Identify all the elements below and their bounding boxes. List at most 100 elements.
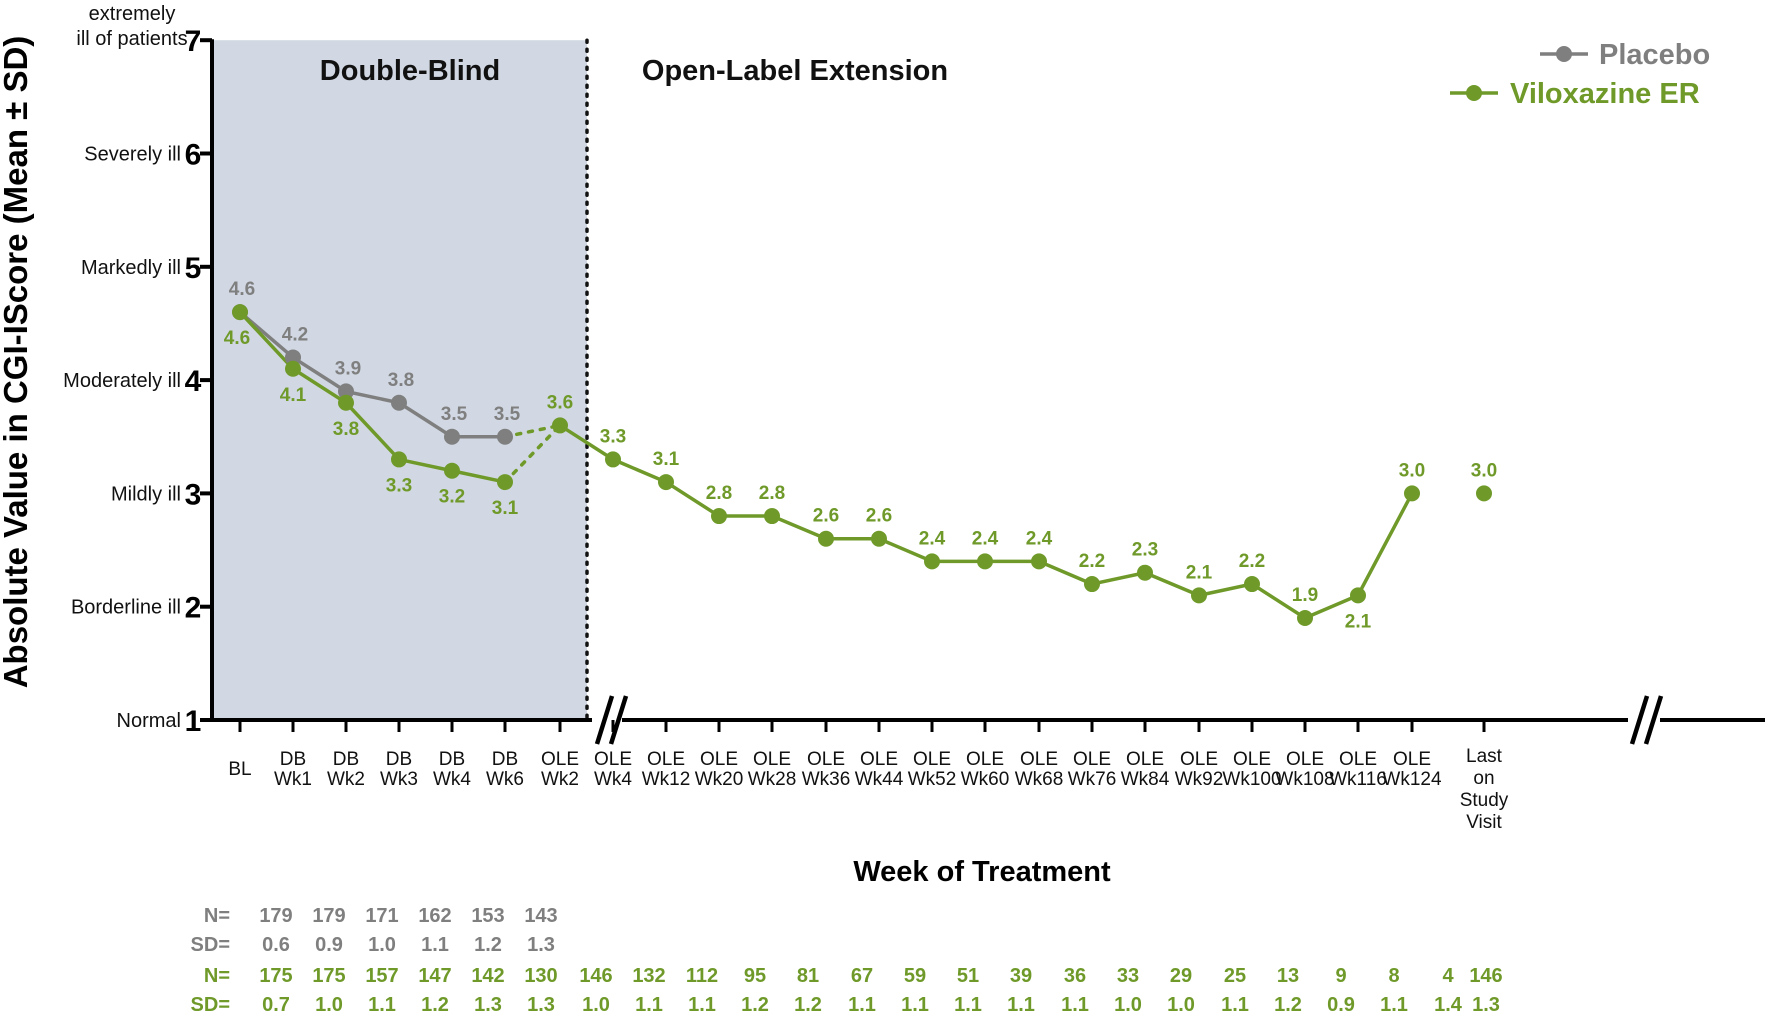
viloxazine-n-cell: 95 [744, 965, 766, 987]
viloxazine-n-cell: 33 [1117, 965, 1139, 987]
severity-label: Moderately ill [63, 370, 181, 392]
viloxazine-data-label: 3.2 [439, 487, 465, 508]
viloxazine-point [1084, 576, 1100, 593]
viloxazine-n-cell: 25 [1224, 965, 1246, 987]
viloxazine-data-label: 2.1 [1345, 611, 1372, 632]
y-tick-label: 2 [185, 592, 202, 625]
x-tick-label: Wk28 [748, 769, 797, 790]
legend-placebo-label: Placebo [1599, 39, 1710, 71]
legend-viloxazine-label: Viloxazine ER [1510, 78, 1700, 110]
viloxazine-data-label: 2.4 [972, 528, 999, 549]
placebo-sd-cell: 1.3 [527, 934, 555, 956]
placebo-n-cell: 143 [524, 905, 557, 927]
viloxazine-point [1244, 576, 1260, 593]
viloxazine-data-label: 3.8 [333, 419, 359, 440]
x-tick-label: Wk92 [1175, 769, 1224, 790]
x-tick-label: Wk52 [908, 769, 957, 790]
x-tick-label: OLE [1020, 749, 1058, 770]
viloxazine-data-label: 2.4 [919, 528, 946, 549]
x-tick-label: OLE [1180, 749, 1218, 770]
x-tick-label: Wk124 [1382, 769, 1442, 790]
viloxazine-n-cell: 29 [1170, 965, 1192, 987]
x-tick-label: Wk36 [802, 769, 851, 790]
viloxazine-data-label: 2.2 [1079, 551, 1105, 572]
x-tick-label: OLE [753, 749, 791, 770]
x-tick-label: Wk68 [1015, 769, 1064, 790]
placebo-data-label: 3.8 [388, 370, 414, 391]
placebo-data-label: 4.6 [229, 279, 255, 300]
placebo-sd-row-label: SD= [191, 934, 230, 956]
viloxazine-n-cell: 175 [312, 965, 345, 987]
viloxazine-data-label: 2.6 [866, 506, 892, 527]
severity-label: Normal [117, 710, 181, 732]
x-tick-label: DB [439, 749, 465, 770]
placebo-data-label: 3.9 [335, 358, 361, 379]
y-tick-label: 6 [185, 139, 202, 172]
viloxazine-sd-cell: 1.1 [635, 994, 663, 1016]
viloxazine-data-label: 2.6 [813, 506, 839, 527]
x-tick-label: Wk4 [594, 769, 632, 790]
viloxazine-sd-cell: 1.4 [1434, 994, 1463, 1016]
x-tick-label: OLE [541, 749, 579, 770]
x-tick-label: Wk116 [1329, 769, 1387, 790]
viloxazine-data-label: 2.3 [1132, 540, 1158, 561]
viloxazine-sd-cell: 1.1 [1061, 994, 1089, 1016]
viloxazine-sd-cell: 1.1 [901, 994, 929, 1016]
viloxazine-sd-cell: 0.9 [1327, 994, 1355, 1016]
viloxazine-data-label: 3.1 [653, 449, 680, 470]
viloxazine-sd-cell: 1.2 [794, 994, 822, 1016]
x-tick-label: on [1473, 768, 1494, 789]
placebo-point [338, 383, 354, 400]
x-tick-label: DB [333, 749, 359, 770]
viloxazine-n-cell: 4 [1442, 965, 1454, 987]
viloxazine-sd-cell: 1.3 [1472, 994, 1500, 1016]
placebo-point [391, 394, 407, 411]
x-tick-label: Wk12 [642, 769, 691, 790]
viloxazine-point [285, 360, 301, 377]
placebo-data-label: 3.5 [494, 404, 521, 425]
x-tick-label: OLE [860, 749, 898, 770]
viloxazine-sd-cell: 1.0 [315, 994, 343, 1016]
viloxazine-sd-cell: 1.1 [954, 994, 982, 1016]
viloxazine-data-label: 2.1 [1186, 562, 1213, 583]
x-tick-label: OLE [1339, 749, 1377, 770]
x-tick-label: OLE [1393, 749, 1431, 770]
x-tick-label: OLE [647, 749, 685, 770]
severity-label: extremely [89, 3, 176, 25]
severity-label: Severely ill [84, 144, 181, 166]
axis-break-mark [594, 695, 615, 745]
viloxazine-sd-cell: 1.1 [368, 994, 396, 1016]
viloxazine-point [497, 474, 513, 491]
viloxazine-point [658, 474, 674, 491]
viloxazine-point [605, 451, 621, 468]
viloxazine-data-label: 3.0 [1399, 460, 1425, 481]
placebo-n-cell: 162 [418, 905, 451, 927]
viloxazine-n-cell: 142 [471, 965, 504, 987]
y-tick-label: 4 [185, 365, 202, 398]
viloxazine-sd-cell: 1.3 [527, 994, 555, 1016]
open-label-title: Open-Label Extension [642, 55, 948, 87]
viloxazine-point [1350, 587, 1366, 604]
viloxazine-sd-cell: 1.0 [1114, 994, 1142, 1016]
viloxazine-sd-cell: 0.7 [262, 994, 290, 1016]
viloxazine-n-cell: 146 [579, 965, 612, 987]
viloxazine-point [1404, 485, 1420, 502]
placebo-n-row-label: N= [204, 905, 230, 927]
viloxazine-point [391, 451, 407, 468]
viloxazine-data-label: 2.8 [759, 483, 785, 504]
x-tick-label: Wk84 [1121, 769, 1170, 790]
double-blind-region [212, 40, 587, 720]
x-tick-label: OLE [1286, 749, 1324, 770]
viloxazine-n-cell: 13 [1277, 965, 1299, 987]
viloxazine-sd-cell: 1.1 [1380, 994, 1408, 1016]
x-tick-label: OLE [913, 749, 951, 770]
x-tick-label: Study [1460, 790, 1509, 811]
viloxazine-point [1031, 553, 1047, 570]
viloxazine-n-cell: 36 [1064, 965, 1086, 987]
viloxazine-sd-cell: 1.0 [582, 994, 610, 1016]
axis-break-mark [1643, 695, 1664, 745]
viloxazine-point [1476, 485, 1492, 502]
x-tick-label: Wk2 [327, 769, 365, 790]
viloxazine-sd-cell: 1.0 [1167, 994, 1195, 1016]
